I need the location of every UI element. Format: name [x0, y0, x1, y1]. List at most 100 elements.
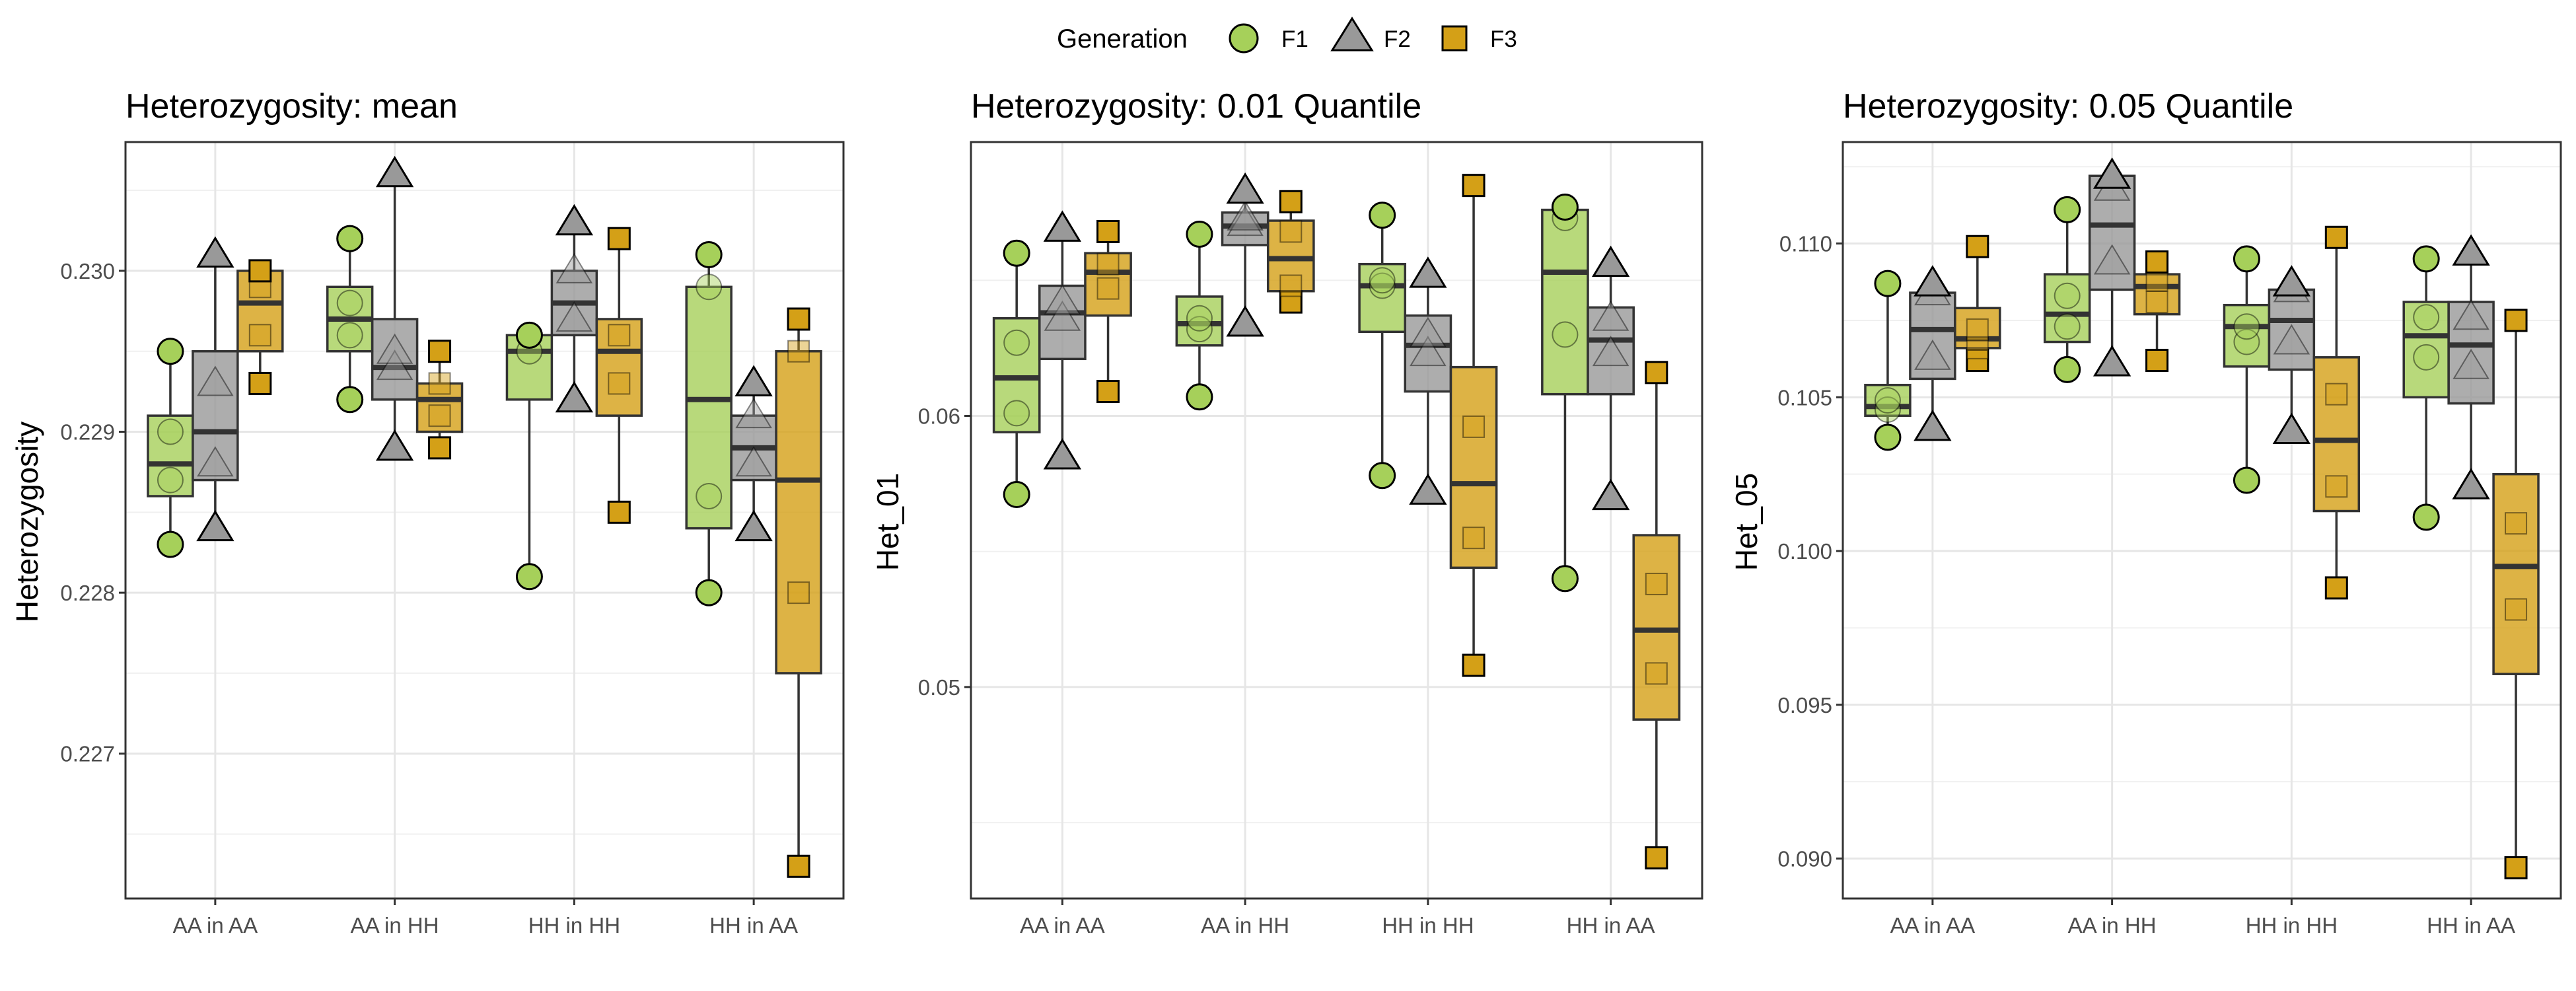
x-tick-label-hh-in-hh: HH in HH: [1382, 913, 1474, 937]
point-f1-aa-in-aa: [1874, 396, 1901, 423]
legend-key-f1-icon: [1229, 23, 1259, 54]
point-f1-aa-in-aa: [1003, 481, 1030, 509]
point-f3-aa-in-aa: [248, 371, 272, 395]
point-f1-aa-in-hh: [336, 225, 364, 252]
point-f1-hh-in-aa: [695, 241, 723, 269]
y-tick-label-q01: 0.05: [918, 675, 960, 700]
panel-title-q01: Heterozygosity: 0.01 Quantile: [971, 87, 1421, 126]
point-f1-hh-in-aa: [2412, 245, 2440, 273]
point-f2-aa-in-hh: [375, 429, 414, 461]
point-f2-hh-in-hh: [555, 301, 593, 332]
point-f2-aa-in-hh: [2093, 345, 2131, 377]
point-f3-aa-in-aa: [1966, 336, 1989, 359]
panel-title-q05: Heterozygosity: 0.05 Quantile: [1843, 87, 2293, 126]
point-f3-aa-in-aa: [1096, 380, 1120, 404]
x-tick-label-aa-in-hh: AA in HH: [351, 913, 439, 937]
y-tick-label-q05: 0.090: [1777, 846, 1832, 871]
point-f3-hh-in-hh: [2325, 383, 2348, 406]
point-f3-hh-in-aa: [787, 581, 810, 605]
point-f1-aa-in-aa: [1874, 270, 1902, 297]
panel-border-q01: [970, 141, 1703, 900]
point-f3-hh-in-hh: [608, 372, 631, 395]
point-f2-hh-in-hh: [2273, 324, 2310, 355]
point-f1-hh-in-hh: [515, 563, 543, 591]
point-f2-hh-in-aa: [1591, 245, 1630, 277]
point-f3-hh-in-aa: [787, 854, 810, 878]
box-f1-aa-in-hh: [1175, 295, 1224, 347]
point-f1-hh-in-aa: [696, 482, 723, 509]
legend-label-f3: F3: [1490, 26, 1517, 52]
point-f2-aa-in-aa: [1914, 409, 1952, 441]
point-f2-aa-in-hh: [1226, 172, 1264, 204]
box-f1-hh-in-aa: [685, 285, 733, 530]
x-tick-label-hh-in-aa: HH in AA: [2427, 913, 2515, 937]
box-f2-aa-in-aa: [1909, 291, 1956, 381]
point-f1-hh-in-hh: [1369, 462, 1396, 490]
point-f1-aa-in-aa: [1003, 239, 1030, 267]
point-f3-aa-in-aa: [1096, 252, 1120, 275]
y-tick-label-q01: 0.06: [918, 404, 960, 428]
legend-label-f2: F2: [1384, 26, 1411, 52]
point-f2-aa-in-hh: [1227, 200, 1264, 231]
point-f1-aa-in-aa: [157, 418, 184, 445]
point-f2-hh-in-aa: [1592, 336, 1629, 367]
point-f1-hh-in-hh: [515, 321, 543, 349]
point-f1-hh-in-aa: [2413, 344, 2440, 371]
box-f2-hh-in-aa: [1587, 306, 1635, 396]
box-f1-hh-in-aa: [2402, 301, 2450, 399]
point-f1-aa-in-hh: [2054, 355, 2081, 383]
point-f3-hh-in-aa: [1645, 361, 1668, 385]
point-f2-hh-in-aa: [2452, 299, 2489, 330]
point-f2-aa-in-hh: [2093, 244, 2131, 275]
point-f1-hh-in-hh: [1369, 267, 1396, 294]
point-f2-hh-in-hh: [1409, 256, 1447, 288]
point-f3-hh-in-aa: [1645, 846, 1668, 869]
point-f1-hh-in-aa: [695, 579, 723, 606]
point-f1-aa-in-hh: [2054, 282, 2081, 309]
point-f2-aa-in-aa: [197, 365, 234, 396]
box-f2-aa-in-hh: [371, 318, 419, 401]
box-f2-aa-in-aa: [1038, 284, 1087, 361]
point-f3-aa-in-hh: [1279, 274, 1303, 297]
point-f3-hh-in-hh: [2325, 475, 2348, 498]
point-f3-aa-in-hh: [1279, 190, 1303, 213]
point-f1-hh-in-aa: [1551, 193, 1579, 221]
y-tick-label-q05: 0.100: [1777, 539, 1832, 564]
point-f3-hh-in-hh: [607, 227, 631, 250]
point-f2-hh-in-hh: [1409, 473, 1447, 505]
point-f2-aa-in-aa: [1044, 284, 1081, 315]
point-f1-aa-in-hh: [2054, 313, 2081, 340]
point-f1-aa-in-aa: [157, 531, 184, 558]
point-f2-hh-in-hh: [555, 252, 593, 283]
point-f3-aa-in-hh: [2145, 291, 2168, 314]
point-f1-aa-in-hh: [1186, 383, 1213, 411]
point-f1-aa-in-aa: [157, 466, 184, 494]
legend: Generation F1 F2 F3: [1057, 17, 1517, 54]
box-f3-hh-in-hh: [2312, 356, 2361, 513]
x-tick-label-hh-in-hh: HH in HH: [528, 913, 620, 937]
point-f3-aa-in-aa: [1966, 318, 1989, 341]
point-f3-hh-in-aa: [2504, 309, 2528, 332]
point-f1-hh-in-aa: [1551, 565, 1579, 593]
point-f1-hh-in-hh: [1369, 202, 1396, 229]
plot-background-q05: [1843, 142, 2561, 899]
panel-border-q05: [1842, 141, 2562, 900]
box-f1-hh-in-hh: [1358, 262, 1407, 334]
point-f2-aa-in-aa: [1044, 300, 1081, 331]
point-f2-aa-in-aa: [1043, 438, 1082, 470]
point-f3-aa-in-hh: [1279, 220, 1303, 243]
point-f2-aa-in-aa: [197, 446, 234, 477]
point-f2-aa-in-hh: [376, 333, 413, 364]
x-tick-label-aa-in-aa: AA in AA: [1020, 913, 1104, 937]
point-f3-hh-in-hh: [607, 500, 631, 524]
point-f3-aa-in-aa: [248, 259, 272, 283]
box-f1-aa-in-aa: [992, 317, 1041, 433]
point-f3-aa-in-hh: [428, 340, 452, 363]
point-f3-aa-in-aa: [1966, 348, 1989, 372]
point-f3-hh-in-hh: [1462, 527, 1485, 550]
point-f2-aa-in-hh: [1226, 305, 1264, 337]
point-f2-hh-in-hh: [1410, 336, 1447, 367]
point-f3-aa-in-hh: [2145, 348, 2169, 372]
point-f2-hh-in-aa: [735, 398, 772, 429]
point-f3-aa-in-hh: [2145, 250, 2169, 274]
